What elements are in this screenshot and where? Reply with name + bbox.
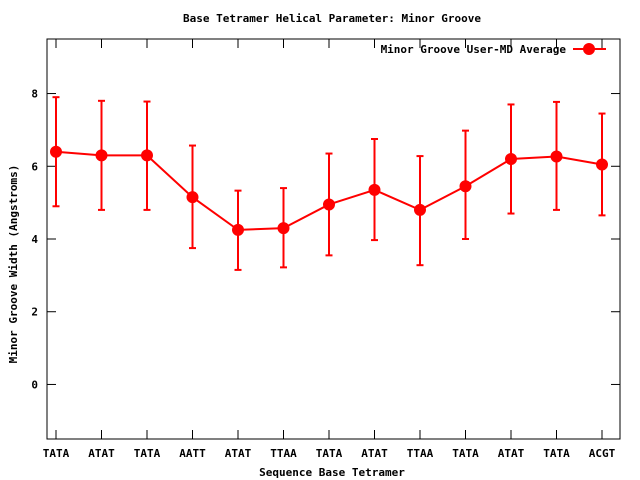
x-tick-label: ATAT — [225, 447, 252, 460]
y-tick-label: 0 — [31, 378, 38, 391]
legend-label: Minor Groove User-MD Average — [381, 43, 567, 56]
x-tick-label: TATA — [316, 447, 343, 460]
x-tick-label: ATAT — [361, 447, 388, 460]
data-point — [141, 149, 153, 162]
x-tick-label: ATAT — [498, 447, 525, 460]
x-tick-label: ATAT — [88, 447, 115, 460]
legend: Minor Groove User-MD Average — [381, 43, 606, 56]
data-point — [186, 191, 199, 204]
y-axis-label: Minor Groove Width (Angstroms) — [7, 165, 20, 364]
data-point — [550, 150, 563, 163]
data-point — [459, 180, 472, 193]
x-tick-label: TTAA — [407, 447, 434, 460]
legend-marker — [583, 43, 595, 55]
x-tick-label: ACGT — [589, 447, 616, 460]
series-layer — [50, 96, 608, 271]
x-tick-label: TTAA — [270, 447, 297, 460]
chart-title: Base Tetramer Helical Parameter: Minor G… — [183, 12, 481, 25]
x-tick-label: TATA — [43, 447, 70, 460]
x-tick-label: AATT — [179, 447, 206, 460]
x-tick-label: TATA — [452, 447, 479, 460]
x-axis-label: Sequence Base Tetramer — [259, 466, 405, 479]
plot-frame — [46, 38, 621, 440]
data-point — [232, 223, 244, 236]
data-point — [277, 222, 290, 235]
y-tick-label: 6 — [31, 160, 38, 173]
data-point — [368, 183, 381, 196]
y-tick-label: 4 — [31, 233, 38, 246]
data-point — [596, 158, 608, 171]
x-tick-label: TATA — [134, 447, 161, 460]
y-tick-label: 2 — [31, 306, 38, 319]
data-point — [95, 149, 108, 162]
data-point — [323, 198, 335, 211]
x-tick-label: TATA — [543, 447, 570, 460]
axes: 0 2 4 6 8 TATA ATAT TATA AATT ATAT TTAA TATA ATAT TTA… — [31, 39, 620, 460]
data-point — [505, 153, 517, 165]
data-point — [414, 203, 426, 216]
data-point — [50, 145, 62, 158]
y-tick-label: 8 — [31, 88, 38, 101]
